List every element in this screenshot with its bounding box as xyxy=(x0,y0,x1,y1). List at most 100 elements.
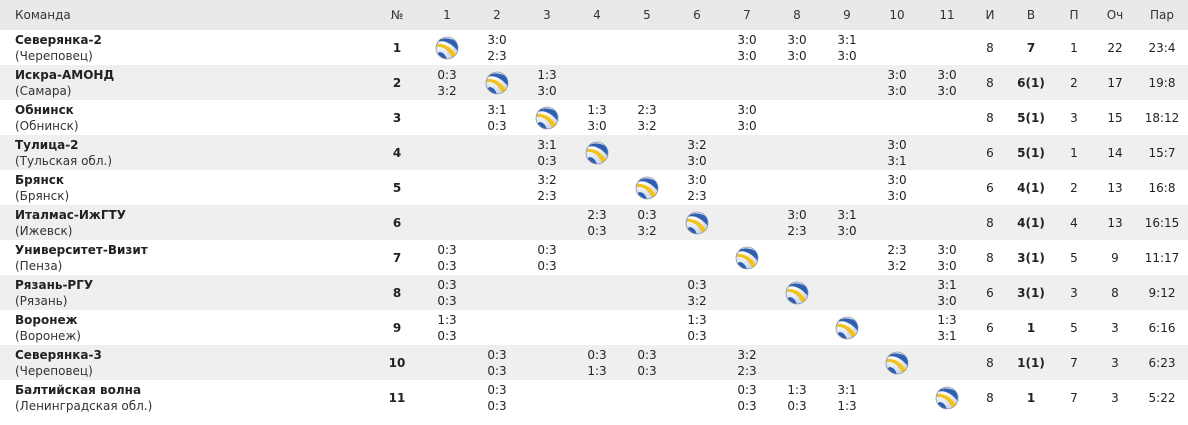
header-number[interactable]: № xyxy=(390,8,404,22)
empty-cell xyxy=(522,275,572,310)
empty-cell xyxy=(722,65,772,100)
stat-losses: 4 xyxy=(1070,215,1078,230)
match-result: 0:3 0:3 xyxy=(422,240,472,275)
match-score: 1:3 xyxy=(687,312,707,327)
empty-cell xyxy=(872,100,922,135)
header-col-3[interactable]: 3 xyxy=(543,8,551,22)
table-row: Северянка-2 (Череповец) 1 3:0 2:3 3:0 3:0 3:0 3:… xyxy=(0,30,1188,65)
match-score: 2:3 xyxy=(737,363,757,378)
header-games[interactable]: И xyxy=(985,8,995,22)
header-col-4[interactable]: 4 xyxy=(593,8,601,22)
match-score: 3:0 xyxy=(687,172,707,187)
team-name[interactable]: Воронеж xyxy=(15,312,78,327)
stat-sets: 16:15 xyxy=(1144,215,1180,230)
header-sets[interactable]: Пар xyxy=(1150,8,1174,22)
header-col-5[interactable]: 5 xyxy=(643,8,651,22)
team-cell: Северянка-2 (Череповец) xyxy=(0,30,372,65)
match-score: 0:3 xyxy=(587,347,607,362)
stat-points: 9 xyxy=(1111,250,1119,265)
volleyball-icon xyxy=(822,310,872,345)
empty-cell xyxy=(922,345,972,380)
team-name[interactable]: Искра-АМОНД xyxy=(15,67,115,82)
header-col-2[interactable]: 2 xyxy=(493,8,501,22)
team-name[interactable]: Италмас-ИжГТУ xyxy=(15,207,126,222)
match-score: 0:3 xyxy=(537,258,557,273)
match-score: 3:0 xyxy=(937,67,957,82)
match-result: 3:2 3:0 xyxy=(672,135,722,170)
match-score: 0:3 xyxy=(437,67,457,82)
match-score: 0:3 xyxy=(637,363,657,378)
stat-games: 8 xyxy=(986,40,994,55)
header-col-8[interactable]: 8 xyxy=(793,8,801,22)
match-score: 3:0 xyxy=(737,102,757,117)
team-cell: Северянка-3 (Череповец) xyxy=(0,345,372,380)
match-score: 0:3 xyxy=(487,382,507,397)
match-score: 0:3 xyxy=(787,398,807,413)
empty-cell xyxy=(772,345,822,380)
empty-cell xyxy=(622,30,672,65)
stat-wins: 4(1) xyxy=(1017,180,1045,195)
team-name[interactable]: Балтийская волна xyxy=(15,382,142,397)
team-name[interactable]: Брянск xyxy=(15,172,64,187)
match-result: 0:3 3:2 xyxy=(672,275,722,310)
header-col-10[interactable]: 10 xyxy=(889,8,905,22)
match-result: 0:3 0:3 xyxy=(472,345,522,380)
match-result: 2:3 3:2 xyxy=(872,240,922,275)
team-number: 9 xyxy=(392,320,402,335)
stat-losses: 5 xyxy=(1070,320,1078,335)
header-losses[interactable]: П xyxy=(1069,8,1079,22)
match-score: 0:3 xyxy=(487,363,507,378)
empty-cell xyxy=(422,205,472,240)
header-col-6[interactable]: 6 xyxy=(693,8,701,22)
stat-sets: 6:23 xyxy=(1148,355,1176,370)
match-score: 3:0 xyxy=(587,118,607,133)
volleyball-icon xyxy=(722,240,772,275)
empty-cell xyxy=(622,65,672,100)
stat-points: 17 xyxy=(1107,75,1123,90)
header-col-1[interactable]: 1 xyxy=(443,8,451,22)
match-result: 3:1 3:0 xyxy=(922,275,972,310)
match-score: 0:3 xyxy=(487,347,507,362)
match-result: 1:3 3:0 xyxy=(572,100,622,135)
team-name[interactable]: Университет-Визит xyxy=(15,242,148,257)
header-team[interactable]: Команда xyxy=(15,8,71,22)
header-col-7[interactable]: 7 xyxy=(743,8,751,22)
team-city: (Тульская обл.) xyxy=(15,153,112,168)
match-result: 0:3 3:2 xyxy=(622,205,672,240)
match-score: 0:3 xyxy=(487,398,507,413)
header-col-11[interactable]: 11 xyxy=(939,8,955,22)
team-city: (Самара) xyxy=(15,83,72,98)
empty-cell xyxy=(472,275,522,310)
stat-losses: 3 xyxy=(1070,110,1078,125)
table-row: Северянка-3 (Череповец) 10 0:3 0:3 0:3 1:3 0:3 0… xyxy=(0,345,1188,380)
match-score: 3:0 xyxy=(937,83,957,98)
match-score: 3:0 xyxy=(887,83,907,98)
match-result: 0:3 0:3 xyxy=(622,345,672,380)
empty-cell xyxy=(772,135,822,170)
team-city: (Брянск) xyxy=(15,188,70,203)
team-name[interactable]: Тулица-2 xyxy=(15,137,79,152)
header-points[interactable]: Оч xyxy=(1106,8,1124,22)
empty-cell xyxy=(772,310,822,345)
team-name[interactable]: Северянка-3 xyxy=(15,347,102,362)
empty-cell xyxy=(822,65,872,100)
volleyball-icon xyxy=(672,205,722,240)
match-score: 0:3 xyxy=(687,277,707,292)
table-row: Воронеж (Воронеж) 9 1:3 0:3 1:3 0:3 1:3 3:1 6 1 5 3 6… xyxy=(0,310,1188,345)
match-result: 1:3 0:3 xyxy=(422,310,472,345)
team-name[interactable]: Северянка-2 xyxy=(15,32,102,47)
team-name[interactable]: Обнинск xyxy=(15,102,74,117)
empty-cell xyxy=(472,205,522,240)
empty-cell xyxy=(822,135,872,170)
match-score: 2:3 xyxy=(687,188,707,203)
team-city: (Обнинск) xyxy=(15,118,79,133)
header-col-9[interactable]: 9 xyxy=(843,8,851,22)
match-result: 1:3 3:1 xyxy=(922,310,972,345)
team-name[interactable]: Рязань-РГУ xyxy=(15,277,94,292)
match-score: 2:3 xyxy=(487,48,507,63)
match-score: 0:3 xyxy=(437,293,457,308)
header-wins[interactable]: В xyxy=(1026,8,1036,22)
empty-cell xyxy=(522,380,572,415)
team-cell: Университет-Визит (Пенза) xyxy=(0,240,372,275)
match-score: 0:3 xyxy=(437,258,457,273)
